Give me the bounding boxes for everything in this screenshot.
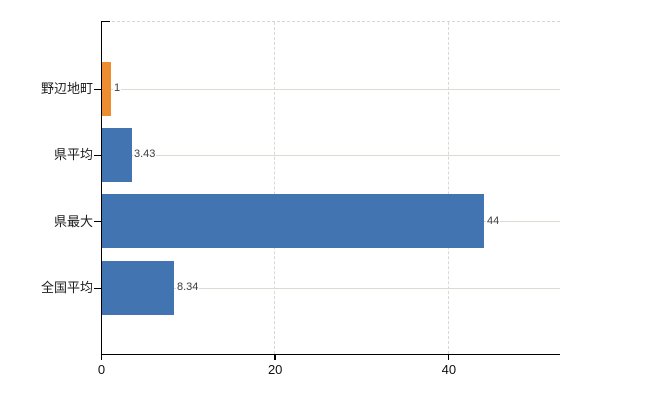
y-axis-line bbox=[100, 22, 102, 354]
x-tick bbox=[100, 355, 103, 360]
x-gridline-20 bbox=[274, 22, 276, 354]
plot-top-border bbox=[101, 21, 560, 22]
x-axis-line bbox=[100, 354, 560, 356]
x-tick-label-40: 40 bbox=[441, 362, 457, 377]
category-gridline bbox=[101, 155, 560, 156]
value-label-3: 44 bbox=[486, 215, 501, 228]
bar-野辺地町 bbox=[102, 62, 111, 116]
x-tick bbox=[448, 355, 450, 360]
bar-県最大 bbox=[102, 194, 484, 248]
value-label-2: 3.43 bbox=[133, 148, 157, 161]
value-label-1: 1 bbox=[113, 82, 122, 95]
category-gridline bbox=[101, 288, 560, 289]
bar-全国平均 bbox=[102, 261, 174, 315]
y-tick bbox=[93, 221, 101, 223]
y-tick bbox=[93, 288, 101, 290]
category-label-1: 野辺地町 bbox=[40, 81, 93, 96]
y-tick bbox=[93, 155, 101, 157]
x-gridline-40 bbox=[447, 22, 449, 354]
category-label-3: 県最大 bbox=[53, 214, 93, 229]
category-label-2: 県平均 bbox=[53, 147, 93, 162]
x-tick-label-0: 0 bbox=[97, 362, 106, 377]
bar-県平均 bbox=[102, 128, 132, 182]
category-gridline bbox=[101, 89, 560, 90]
y-tick bbox=[93, 89, 101, 91]
x-tick bbox=[274, 355, 276, 360]
category-label-4: 全国平均 bbox=[40, 280, 93, 295]
x-tick-label-20: 20 bbox=[267, 362, 283, 377]
value-label-4: 8.34 bbox=[176, 281, 200, 294]
y-axis-top-cap bbox=[100, 21, 110, 23]
